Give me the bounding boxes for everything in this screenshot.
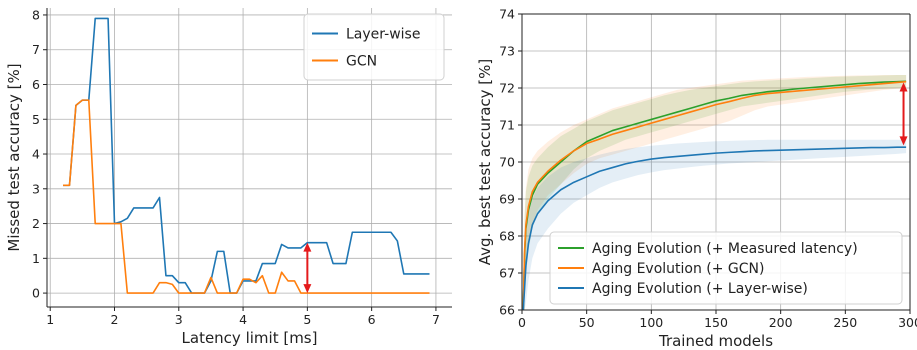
series-line (522, 80, 907, 310)
x-tick-label: 200 (769, 315, 793, 330)
left-lines (63, 17, 430, 294)
right-ticks: 0 50 100 150 200 250 300 66 67 68 69 70 71 72 73 74 (499, 7, 917, 331)
y-tick-label: 1 (32, 251, 40, 266)
right-annotations (899, 82, 908, 146)
left-x-axis-label: Latency limit [ms] (182, 329, 318, 347)
legend-label: Aging Evolution (+ GCN) (592, 261, 765, 277)
right-lines (522, 80, 907, 310)
x-tick-label: 150 (704, 315, 728, 330)
series-line (522, 80, 907, 310)
y-tick-label: 8 (32, 7, 40, 22)
x-tick-label: 1 (46, 312, 54, 327)
y-tick-label: 74 (499, 7, 515, 22)
x-tick-label: 7 (432, 312, 440, 327)
y-tick-label: 3 (32, 181, 40, 196)
y-tick-label: 70 (499, 155, 515, 170)
series-line (522, 146, 907, 310)
y-tick-label: 66 (499, 303, 515, 318)
y-tick-label: 73 (499, 44, 515, 59)
y-tick-label: 68 (499, 229, 515, 244)
left-legend: Layer-wise GCN (303, 13, 445, 81)
annotation-arrow-head (303, 242, 312, 252)
series-line (63, 17, 430, 294)
y-tick-label: 72 (499, 81, 515, 96)
y-tick-label: 71 (499, 118, 515, 133)
confidence-band (523, 75, 907, 310)
y-tick-label: 6 (32, 77, 40, 92)
y-tick-label: 69 (499, 192, 515, 207)
y-tick-label: 67 (499, 266, 515, 281)
right-bands (523, 75, 907, 310)
left-annotations (303, 242, 312, 294)
y-tick-label: 4 (32, 147, 40, 162)
x-tick-label: 6 (368, 312, 376, 327)
legend-box (549, 231, 903, 305)
legend-label: Aging Evolution (+ Measured latency) (592, 241, 858, 257)
y-tick-label: 7 (32, 42, 40, 57)
y-tick-label: 0 (32, 286, 40, 301)
confidence-band (523, 75, 907, 310)
x-tick-label: 3 (175, 312, 183, 327)
series-line (63, 99, 430, 294)
y-tick-label: 2 (32, 216, 40, 231)
right-legend: Aging Evolution (+ Measured latency) Agin… (549, 231, 903, 305)
x-tick-label: 300 (898, 315, 917, 330)
legend-label: GCN (346, 54, 377, 70)
y-tick-label: 5 (32, 112, 40, 127)
legend-label: Layer-wise (346, 27, 420, 43)
x-tick-label: 0 (518, 315, 526, 330)
x-tick-label: 50 (579, 315, 595, 330)
right-chart: 0 50 100 150 200 250 300 66 67 68 69 70 71 72 73 74 Tra… (476, 7, 917, 350)
x-tick-label: 100 (639, 315, 663, 330)
x-tick-label: 2 (111, 312, 119, 327)
right-x-axis-label: Trained models (658, 332, 773, 350)
annotation-arrow-head (303, 284, 312, 294)
annotation-arrow-head (899, 82, 908, 92)
annotation-arrow-head (899, 136, 908, 146)
x-tick-label: 4 (239, 312, 247, 327)
legend-label: Aging Evolution (+ Layer-wise) (592, 281, 808, 297)
x-tick-label: 250 (833, 315, 857, 330)
legend-box (303, 13, 445, 81)
x-tick-label: 5 (303, 312, 311, 327)
left-y-axis-label: Missed test accuracy [%] (5, 63, 23, 251)
right-y-axis-label: Avg. best test accuracy [%] (476, 59, 494, 266)
